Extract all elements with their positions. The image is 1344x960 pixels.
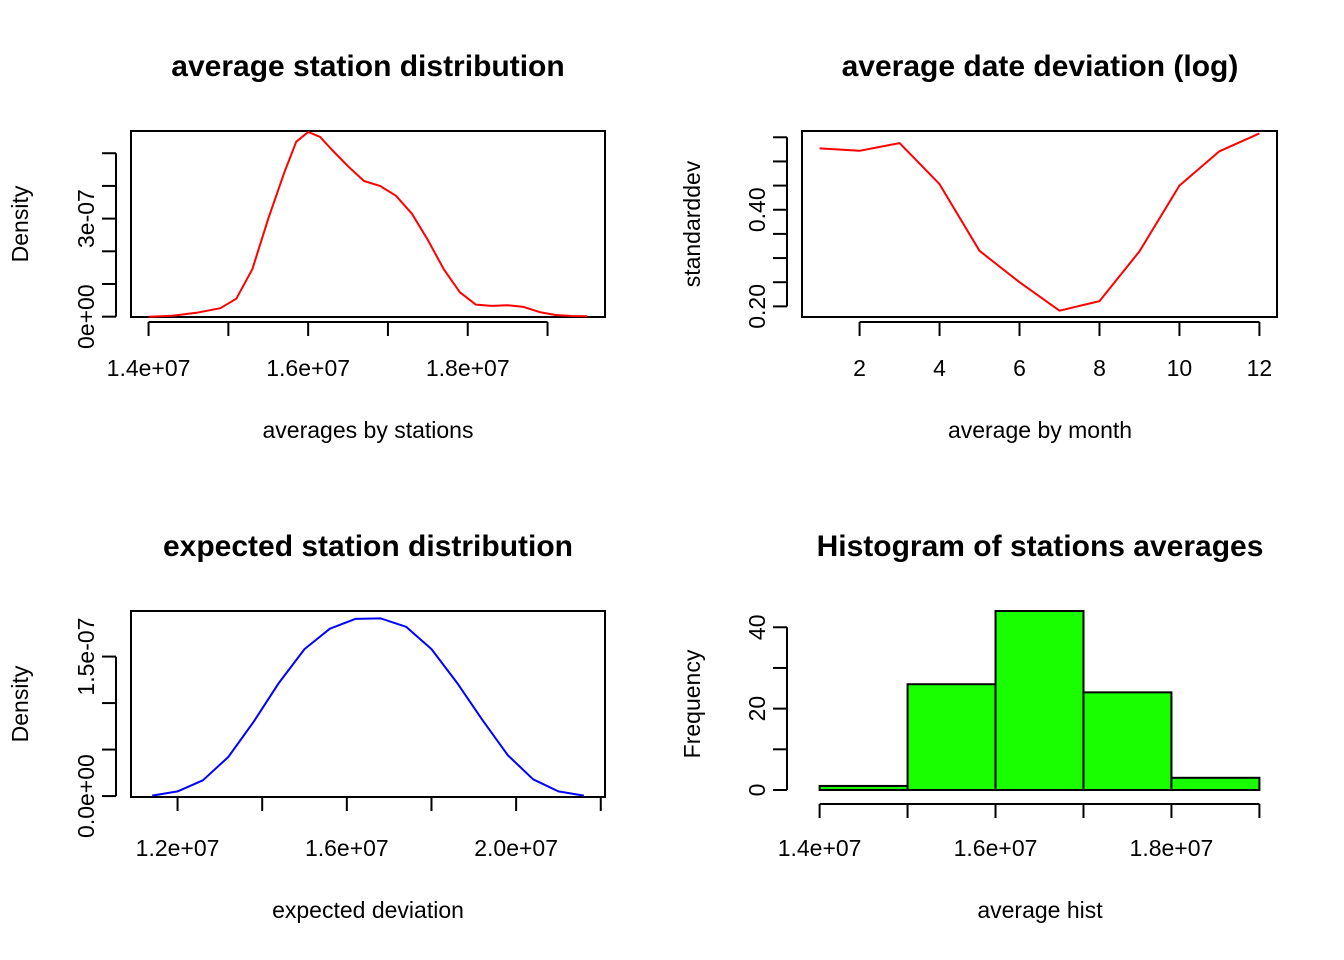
plot-marks bbox=[818, 610, 1261, 792]
panel-histogram-of-stations-averages: Histogram of stations averages average h… bbox=[679, 530, 1263, 923]
x-axis: 1.2e+07 1.6e+07 2.0e+07 bbox=[136, 796, 602, 861]
x-tick-label: 1.4e+07 bbox=[778, 835, 862, 861]
x-tick-label: 12 bbox=[1247, 355, 1273, 381]
y-tick-label: 1.5e-07 bbox=[73, 618, 99, 696]
x-tick-label: 2.0e+07 bbox=[474, 835, 558, 861]
x-tick-label: 2 bbox=[853, 355, 866, 381]
series-line bbox=[819, 132, 1260, 312]
histogram-bar bbox=[906, 683, 997, 792]
y-tick-label: 0.40 bbox=[744, 187, 770, 232]
panel-expected-station-distribution: expected station distribution expected d… bbox=[7, 530, 606, 923]
y-tick-label: 3e-07 bbox=[73, 189, 99, 248]
plot-box bbox=[801, 130, 1278, 318]
x-axis: 2 4 6 8 10 12 bbox=[853, 321, 1273, 381]
x-tick-label: 1.6e+07 bbox=[266, 355, 350, 381]
y-tick-label: 0 bbox=[744, 784, 770, 797]
y-axis: 0 20 40 bbox=[744, 614, 788, 797]
plot-box bbox=[130, 610, 606, 798]
x-tick-label: 1.8e+07 bbox=[426, 355, 510, 381]
histogram-bar bbox=[818, 784, 909, 792]
plot-box bbox=[130, 130, 606, 318]
y-tick-label: 40 bbox=[744, 614, 770, 640]
series-line bbox=[148, 131, 588, 318]
x-axis: 1.4e+07 1.6e+07 1.8e+07 bbox=[778, 803, 1261, 861]
plot-marks bbox=[819, 132, 1260, 312]
y-axis: 0.0e+00 1.5e-07 bbox=[73, 618, 117, 838]
y-axis-label: Frequency bbox=[679, 649, 705, 758]
x-tick-label: 1.6e+07 bbox=[305, 835, 389, 861]
chart-title: average station distribution bbox=[171, 50, 564, 83]
x-tick-label: 10 bbox=[1167, 355, 1193, 381]
histogram-bar bbox=[994, 610, 1085, 791]
panel-average-date-deviation: average date deviation (log) average by … bbox=[679, 50, 1278, 443]
x-axis-label: average by month bbox=[948, 417, 1132, 443]
histogram-bar bbox=[1170, 776, 1261, 792]
y-tick-label: 0.20 bbox=[744, 284, 770, 329]
y-axis-label: standarddev bbox=[679, 160, 705, 287]
series-line bbox=[152, 617, 584, 797]
histogram-bar bbox=[1082, 691, 1173, 792]
panel-average-station-distribution: average station distribution averages by… bbox=[7, 50, 606, 443]
x-tick-label: 1.2e+07 bbox=[136, 835, 220, 861]
y-axis: 0.20 0.40 bbox=[744, 136, 788, 329]
y-axis-label: Density bbox=[7, 185, 33, 262]
chart-title: Histogram of stations averages bbox=[817, 530, 1264, 563]
x-axis-label: average hist bbox=[977, 897, 1103, 923]
x-tick-label: 1.4e+07 bbox=[107, 355, 191, 381]
y-tick-label: 20 bbox=[744, 696, 770, 722]
x-tick-label: 1.8e+07 bbox=[1130, 835, 1214, 861]
chart-title: average date deviation (log) bbox=[842, 50, 1239, 83]
y-axis: 0e+00 3e-07 bbox=[73, 152, 117, 349]
x-axis-label: expected deviation bbox=[272, 897, 464, 923]
x-axis-label: averages by stations bbox=[263, 417, 474, 443]
y-tick-label: 0e+00 bbox=[73, 284, 99, 349]
y-axis-label: Density bbox=[7, 665, 33, 742]
x-tick-label: 8 bbox=[1093, 355, 1106, 381]
x-tick-label: 6 bbox=[1013, 355, 1026, 381]
x-tick-label: 1.6e+07 bbox=[954, 835, 1038, 861]
y-tick-label: 0.0e+00 bbox=[73, 754, 99, 838]
x-tick-label: 4 bbox=[933, 355, 946, 381]
x-axis: 1.4e+07 1.6e+07 1.8e+07 bbox=[107, 321, 549, 381]
chart-title: expected station distribution bbox=[163, 530, 573, 563]
plot-marks bbox=[152, 617, 584, 797]
plot-marks bbox=[148, 131, 588, 318]
